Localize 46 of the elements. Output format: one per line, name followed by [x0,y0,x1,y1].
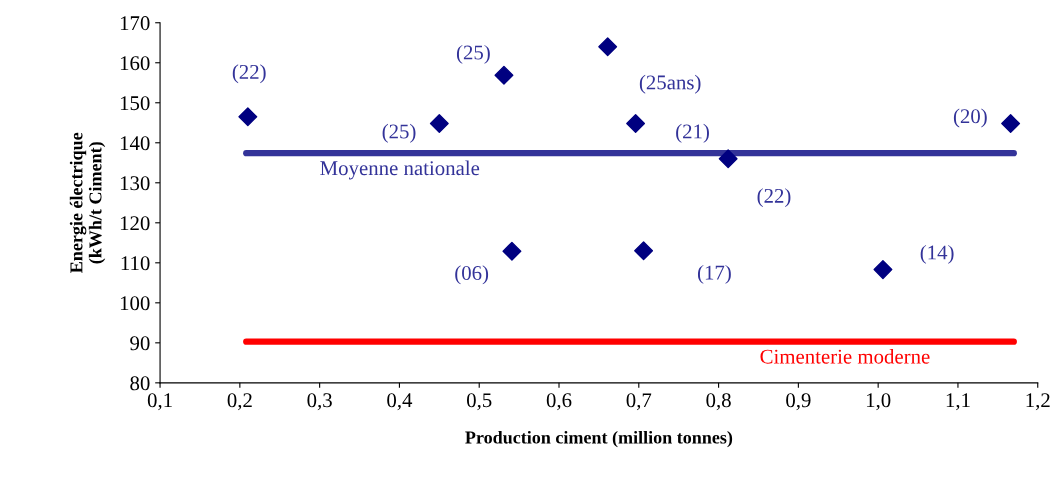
point [502,241,522,261]
point [429,114,449,134]
x-axis-title: Production ciment (million tonnes) [465,430,733,448]
x-tick-label: 0,5 [466,393,492,411]
y-tick-label: 130 [120,176,150,191]
point [626,114,646,134]
x-tick-label: 0,9 [786,393,811,411]
annotation: (17) [697,264,731,284]
point [494,65,514,85]
x-tick-label: 0,6 [546,393,572,411]
x-tick-label: 0,4 [387,393,413,411]
point [634,241,654,261]
point [1001,114,1021,134]
y-tick-label: 120 [120,216,150,231]
y-tick-label: 100 [120,296,150,311]
y-tick-label: 150 [120,96,150,111]
annotation: (06) [455,265,489,285]
annotation: (25) [456,44,490,64]
x-tick-label: 0,7 [626,393,652,411]
x-tick-label: 1,2 [1026,393,1050,411]
y-axis-title: Energie électrique (kWh/t Ciment) [69,132,106,273]
point [873,260,893,280]
annotation: (20) [953,108,987,128]
y-tick-label: 80 [130,376,150,391]
annotation: (21) [676,123,709,143]
annotation: (22) [757,188,791,208]
y-tick-label: 110 [121,256,150,271]
y-tick-label: 170 [120,16,150,31]
x-tick-label: 0,1 [147,393,172,411]
x-tick-label: 0,8 [706,393,731,411]
x-tick-label: 1,0 [866,393,891,411]
annotation: (14) [920,244,954,264]
y-tick-label: 90 [130,336,150,351]
annotation: (25) [382,123,416,143]
x-tick-label: 1,1 [946,393,970,411]
y-tick-label: 160 [120,56,150,71]
point [598,37,618,57]
series-label: Moyenne nationale [320,160,480,180]
annotation: (25ans) [639,74,701,94]
x-tick-label: 0,3 [307,393,332,411]
y-tick-label: 140 [120,136,150,151]
series-label: Cimenterie moderne [760,348,930,364]
point [718,149,738,169]
x-tick-label: 0,2 [227,393,252,411]
point [238,107,258,127]
annotation: (22) [232,64,266,84]
